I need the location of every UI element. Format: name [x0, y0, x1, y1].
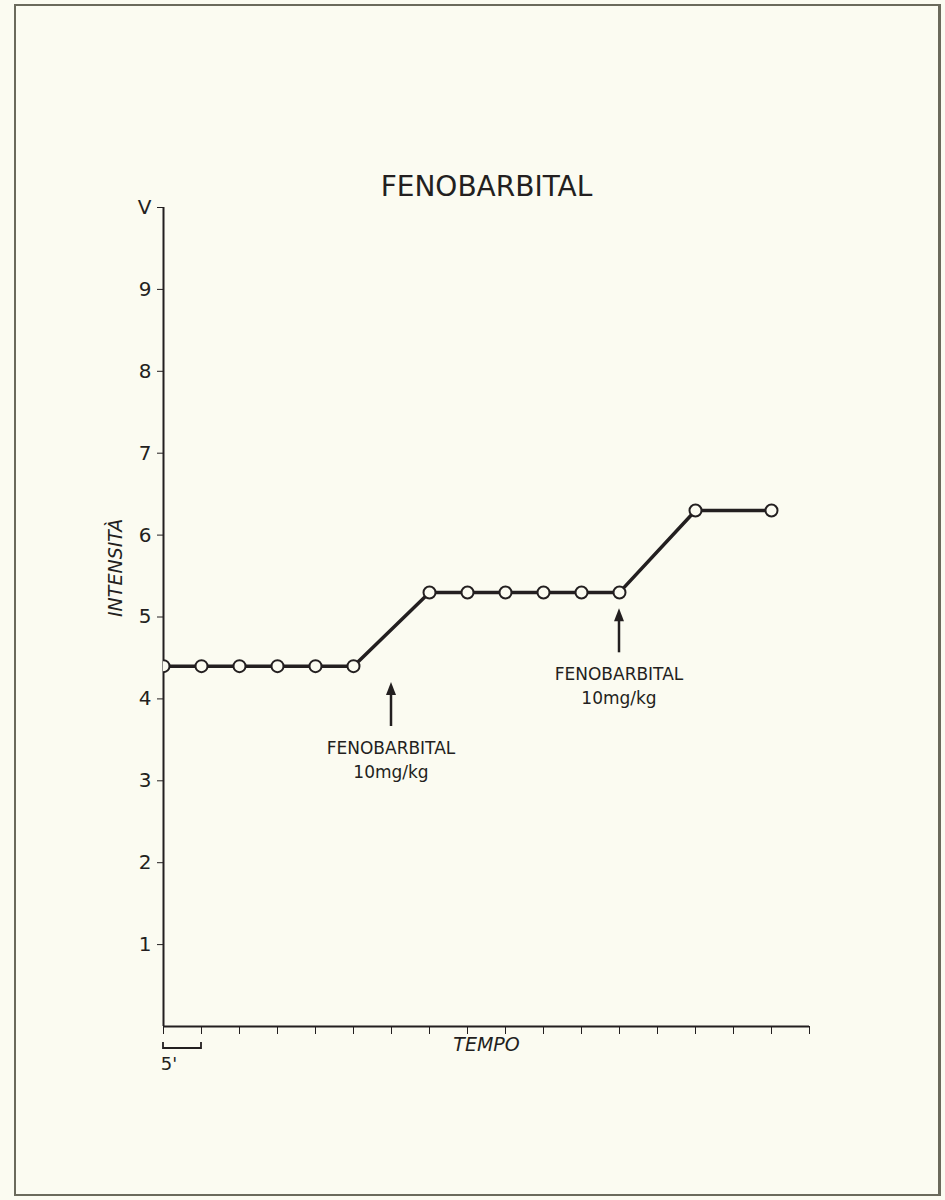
- svg-text:FENOBARBITAL: FENOBARBITAL: [327, 738, 456, 758]
- svg-text:FENOBARBITAL: FENOBARBITAL: [381, 170, 593, 203]
- svg-text:10mg/kg: 10mg/kg: [581, 688, 656, 708]
- svg-text:10mg/kg: 10mg/kg: [353, 762, 428, 782]
- svg-text:5': 5': [161, 1053, 177, 1074]
- svg-text:TEMPO: TEMPO: [453, 1033, 519, 1055]
- svg-text:FENOBARBITAL: FENOBARBITAL: [555, 664, 684, 684]
- svg-text:2: 2: [139, 850, 152, 874]
- svg-text:V: V: [138, 195, 152, 219]
- svg-text:7: 7: [139, 441, 152, 465]
- svg-text:1: 1: [139, 932, 152, 956]
- svg-text:3: 3: [139, 768, 152, 792]
- svg-text:9: 9: [139, 277, 152, 301]
- svg-text:4: 4: [139, 686, 152, 710]
- svg-text:6: 6: [139, 523, 152, 547]
- svg-text:5: 5: [139, 604, 152, 628]
- svg-text:8: 8: [139, 359, 152, 383]
- svg-text:INTENSITÀ: INTENSITÀ: [104, 519, 126, 617]
